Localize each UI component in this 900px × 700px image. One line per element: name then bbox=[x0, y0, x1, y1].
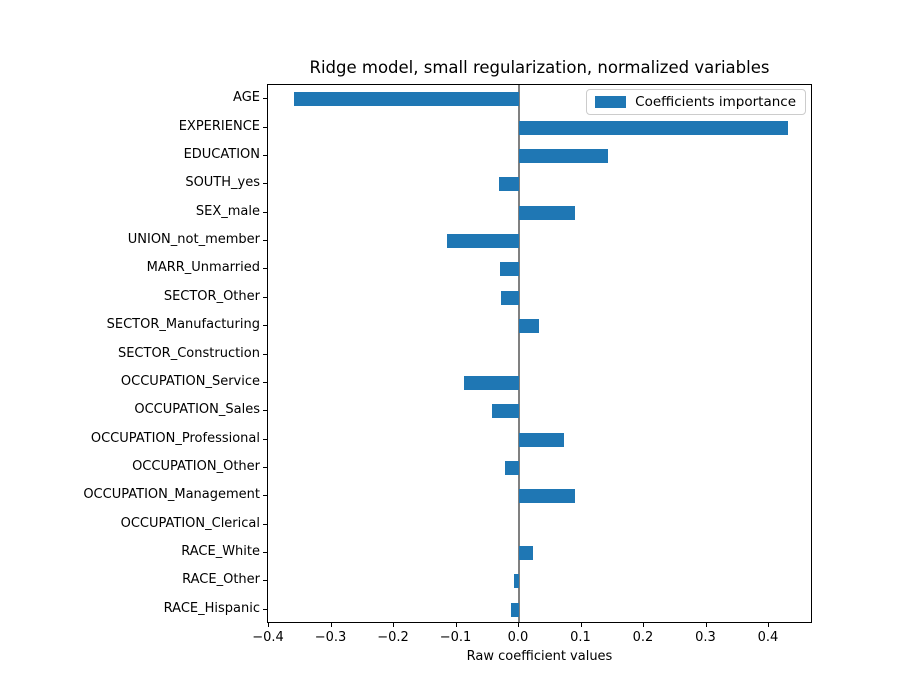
bar-EXPERIENCE bbox=[519, 120, 789, 135]
bar-RACE_Other bbox=[514, 574, 519, 589]
legend-label: Coefficients importance bbox=[635, 94, 796, 110]
y-tick-label-UNION_not_member: UNION_not_member bbox=[127, 232, 260, 247]
bar-OCCUPATION_Sales bbox=[492, 404, 519, 419]
y-tick bbox=[263, 183, 267, 185]
bar-OCCUPATION_Management bbox=[519, 489, 576, 504]
y-tick bbox=[263, 381, 267, 383]
x-tick bbox=[518, 623, 519, 627]
y-tick-label-OCCUPATION_Professional: OCCUPATION_Professional bbox=[90, 430, 260, 446]
y-tick bbox=[263, 438, 267, 440]
y-tick bbox=[263, 126, 267, 128]
zero-axvline bbox=[518, 85, 520, 622]
y-tick bbox=[263, 467, 267, 468]
x-axis-label: Raw coefficient values bbox=[466, 649, 613, 664]
y-tick bbox=[263, 325, 267, 327]
bar-OCCUPATION_Service bbox=[464, 375, 519, 390]
x-tick-label-−0.2: −0.2 bbox=[377, 630, 409, 645]
x-tick-label-−0.4: −0.4 bbox=[252, 630, 284, 645]
x-tick-label-0.4: 0.4 bbox=[757, 630, 779, 645]
x-tick-label-0.0: 0.0 bbox=[507, 630, 529, 645]
x-tick bbox=[768, 623, 769, 627]
y-tick-label-OCCUPATION_Service: OCCUPATION_Service bbox=[120, 373, 260, 389]
x-tick-label-0.2: 0.2 bbox=[632, 630, 654, 645]
x-tick bbox=[643, 623, 644, 627]
y-tick bbox=[263, 98, 267, 100]
bar-OCCUPATION_Professional bbox=[519, 432, 564, 447]
bar-EDUCATION bbox=[519, 148, 609, 163]
bar-OCCUPATION_Other bbox=[505, 461, 520, 475]
y-tick bbox=[263, 240, 267, 241]
bar-SECTOR_Manufacturing bbox=[519, 319, 539, 334]
y-tick-label-SECTOR_Construction: SECTOR_Construction bbox=[117, 345, 260, 361]
legend-swatch-icon bbox=[595, 96, 627, 108]
y-tick bbox=[263, 580, 267, 582]
y-tick bbox=[263, 353, 267, 355]
y-tick-label-MARR_Unmarried: MARR_Unmarried bbox=[146, 260, 260, 276]
y-tick bbox=[263, 154, 267, 156]
plot-area: Coefficients importance bbox=[267, 84, 812, 623]
y-tick-label-RACE_Hispanic: RACE_Hispanic bbox=[163, 600, 260, 616]
y-tick-label-SECTOR_Other: SECTOR_Other bbox=[163, 288, 260, 304]
x-tick-label-−0.3: −0.3 bbox=[314, 630, 347, 645]
y-tick-label-OCCUPATION_Clerical: OCCUPATION_Clerical bbox=[120, 515, 260, 531]
y-tick bbox=[263, 410, 267, 412]
y-tick bbox=[263, 296, 267, 298]
y-tick-label-SEX_male: SEX_male bbox=[195, 203, 260, 219]
bar-UNION_not_member bbox=[447, 234, 519, 248]
y-tick-label-SECTOR_Manufacturing: SECTOR_Manufacturing bbox=[106, 317, 260, 333]
chart-title: Ridge model, small regularization, norma… bbox=[309, 58, 770, 77]
y-tick-label-EXPERIENCE: EXPERIENCE bbox=[178, 118, 260, 134]
bar-SECTOR_Other bbox=[500, 290, 519, 305]
x-tick-label-−0.1: −0.1 bbox=[439, 630, 472, 645]
x-tick bbox=[268, 623, 269, 627]
bar-AGE bbox=[294, 92, 519, 107]
x-tick-label-0.3: 0.3 bbox=[695, 630, 716, 645]
y-tick-label-SOUTH_yes: SOUTH_yes bbox=[185, 175, 260, 191]
bar-RACE_Hispanic bbox=[510, 602, 519, 617]
x-tick-label-0.1: 0.1 bbox=[570, 630, 591, 645]
y-tick-label-OCCUPATION_Other: OCCUPATION_Other bbox=[132, 459, 260, 474]
y-tick bbox=[263, 523, 267, 525]
x-tick bbox=[393, 623, 394, 627]
y-tick bbox=[263, 268, 267, 270]
y-tick-label-OCCUPATION_Sales: OCCUPATION_Sales bbox=[134, 402, 260, 418]
y-tick-label-RACE_White: RACE_White bbox=[181, 544, 260, 560]
bar-MARR_Unmarried bbox=[499, 262, 519, 277]
bar-SOUTH_yes bbox=[499, 177, 519, 192]
y-tick bbox=[263, 552, 267, 554]
x-tick bbox=[580, 623, 582, 627]
y-tick-label-RACE_Other: RACE_Other bbox=[182, 572, 260, 588]
y-tick bbox=[263, 495, 267, 497]
y-tick-label-AGE: AGE bbox=[233, 90, 260, 106]
bar-RACE_White bbox=[519, 546, 533, 561]
y-tick bbox=[263, 211, 267, 213]
y-tick-label-OCCUPATION_Management: OCCUPATION_Management bbox=[83, 487, 260, 503]
legend: Coefficients importance bbox=[586, 89, 806, 115]
x-tick bbox=[330, 623, 332, 627]
y-tick-label-EDUCATION: EDUCATION bbox=[183, 146, 260, 162]
y-tick bbox=[263, 608, 267, 610]
bar-SEX_male bbox=[519, 205, 576, 220]
x-tick bbox=[455, 623, 457, 627]
x-tick bbox=[705, 623, 707, 627]
